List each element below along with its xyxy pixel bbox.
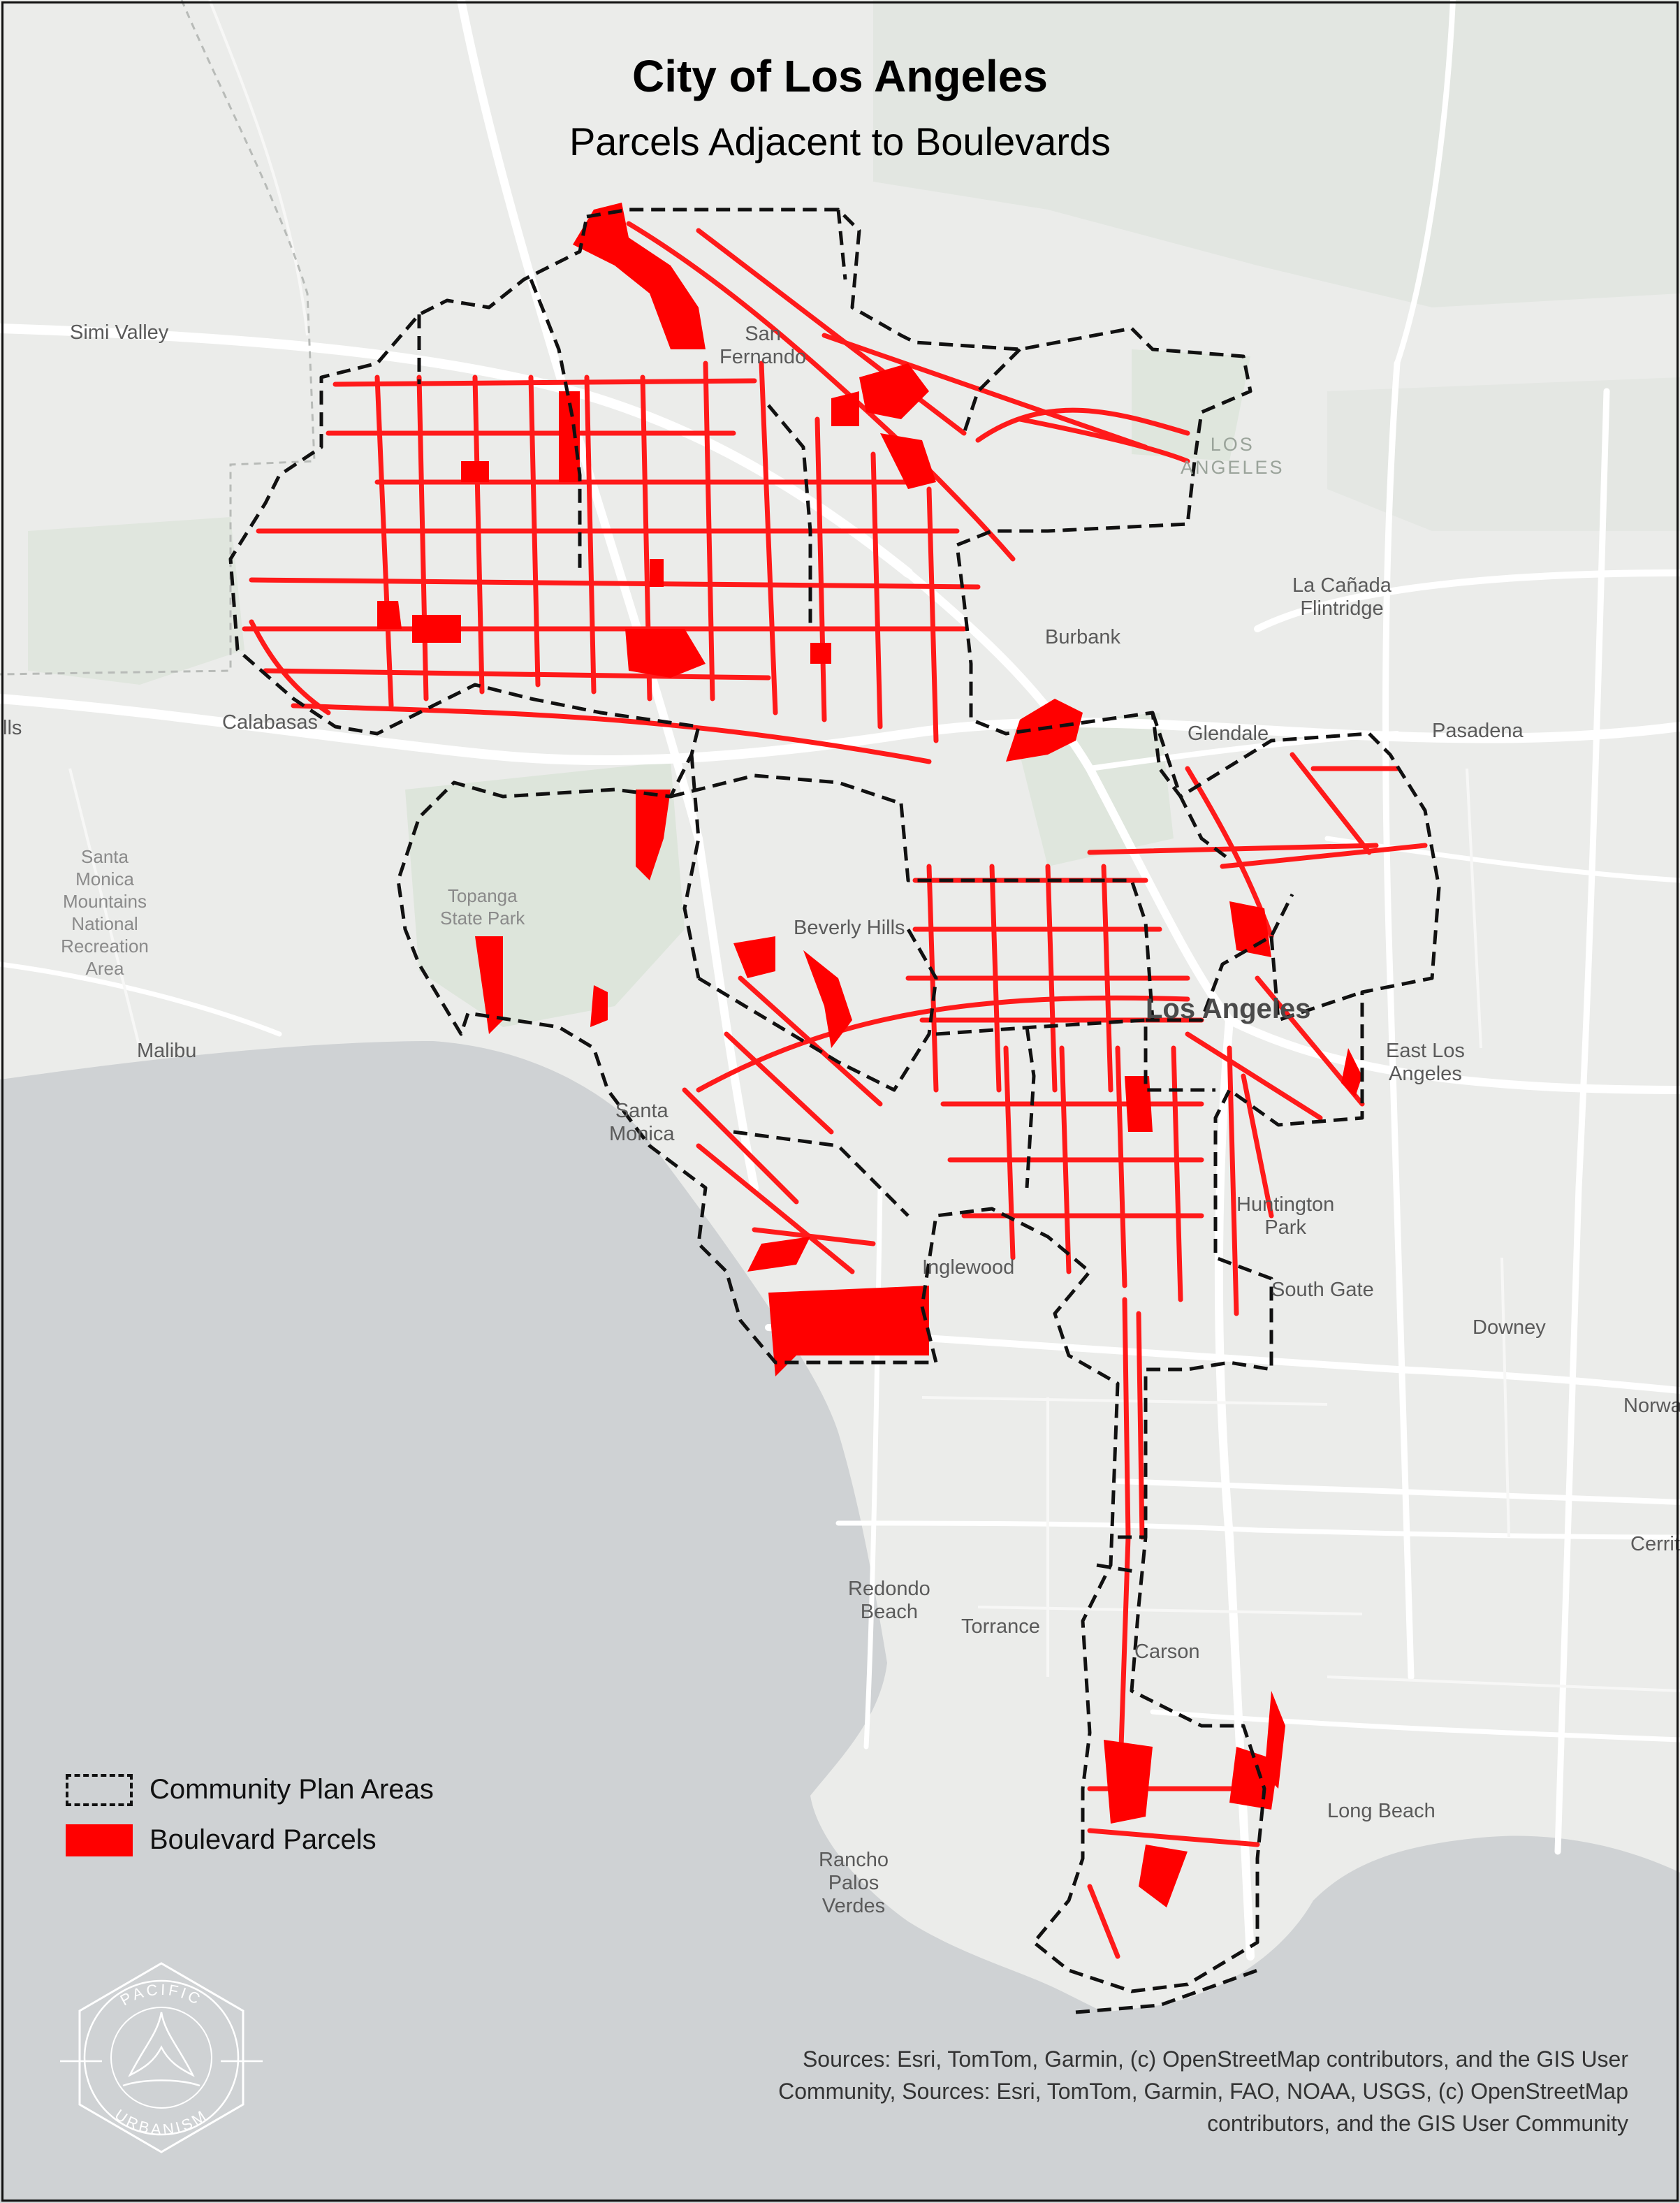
dashed-outline-icon <box>66 1774 133 1806</box>
mountains-area <box>873 0 1680 307</box>
map-sources-credit: Sources: Esri, TomTom, Garmin, (c) OpenS… <box>778 2046 1628 2136</box>
county-boundary <box>0 0 316 676</box>
legend-label: Boulevard Parcels <box>149 1824 377 1855</box>
place-label-rancho-palos-verdes: Rancho Palos Verdes <box>819 1849 889 1917</box>
solid-red-swatch-icon <box>66 1824 133 1856</box>
place-label-redondo-beach: Redondo Beach <box>848 1578 930 1623</box>
place-label-glendale: Glendale <box>1188 722 1269 745</box>
place-label-beverly-hills: Beverly Hills <box>794 917 905 939</box>
place-label-topanga-state-park: Topanga State Park <box>440 885 525 929</box>
place-label-los-angeles: Los Angeles <box>1146 994 1311 1024</box>
pacific-urbanism-logo-icon: PACIFIC URBANISM <box>60 1962 263 2153</box>
legend-label: Community Plan Areas <box>149 1774 434 1805</box>
logo-text-top: PACIFIC <box>117 1981 205 2009</box>
place-label-san-fernando: San Fernando <box>720 323 807 368</box>
place-label-huntington-park: Huntington Park <box>1236 1193 1335 1239</box>
logo-text-bottom: URBANISM <box>112 2106 212 2139</box>
place-label-cerritos: Cerrit <box>1630 1533 1680 1555</box>
place-label-carson: Carson <box>1134 1641 1200 1663</box>
place-label-la-canada-flintridge: La Cañada Flintridge <box>1292 574 1392 620</box>
place-label-malibu: Malibu <box>137 1040 197 1062</box>
place-label-burbank: Burbank <box>1045 626 1121 648</box>
place-label-east-los-angeles: East Los Angeles <box>1386 1040 1465 1085</box>
place-label-santa-monica-mountains: Santa Monica Mountains National Recreati… <box>61 846 149 979</box>
place-label-torrance: Torrance <box>961 1615 1040 1638</box>
place-label-downey: Downey <box>1473 1316 1546 1339</box>
place-label-calabasas: Calabasas <box>222 711 319 734</box>
community-plan-boundaries <box>228 208 1441 2014</box>
topanga-park-area <box>405 762 685 1027</box>
place-label-long-beach: Long Beach <box>1327 1800 1436 1822</box>
place-label-inglewood: Inglewood <box>922 1256 1015 1279</box>
place-label-pasadena: Pasadena <box>1432 720 1524 742</box>
foothills-area <box>1327 377 1680 531</box>
pacific-ocean <box>0 1041 1680 2203</box>
place-label-santa-monica: Santa Monica <box>609 1100 675 1145</box>
map-title: City of Los Angeles <box>631 51 1049 101</box>
boulevard-parcel-blocks <box>377 203 1362 1907</box>
place-label-south-gate: South Gate <box>1271 1279 1374 1301</box>
map-subtitle: Parcels Adjacent to Boulevards <box>569 119 1111 163</box>
place-label-simi-valley: Simi Valley <box>70 321 169 344</box>
west-hills-park-area <box>28 517 244 685</box>
place-label-norwalk: Norwa <box>1623 1395 1680 1417</box>
place-label-hills: lls <box>3 717 22 739</box>
angeles-forest-area <box>1132 349 1250 461</box>
place-label-los-angeles-county: LOS ANGELES <box>1181 434 1285 478</box>
road-network <box>0 0 1680 1961</box>
